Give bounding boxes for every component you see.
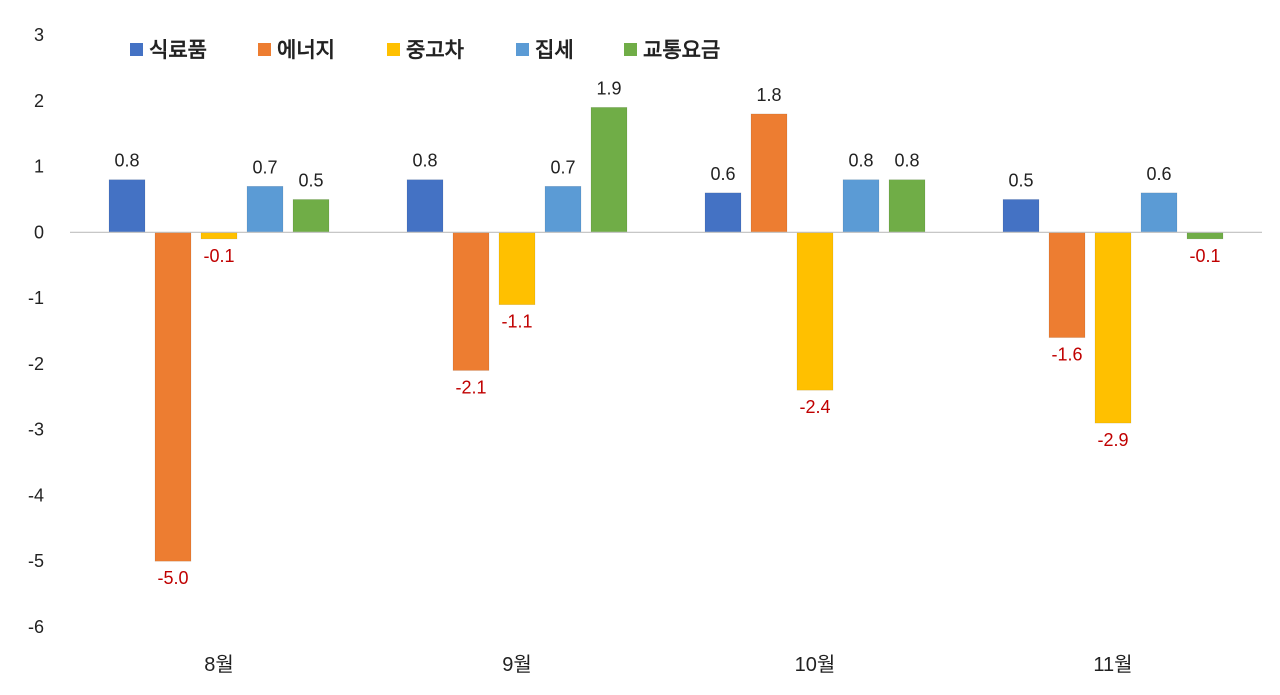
data-label: -1.1 bbox=[501, 312, 532, 332]
bar bbox=[1048, 232, 1086, 338]
data-label: 0.6 bbox=[710, 164, 735, 184]
legend-swatch bbox=[258, 43, 271, 56]
bar bbox=[452, 232, 490, 371]
bar bbox=[108, 179, 146, 233]
bars bbox=[108, 107, 1224, 562]
data-label: 0.8 bbox=[848, 151, 873, 171]
x-axis: 8월 9월 10월 11월 bbox=[204, 653, 1132, 676]
data-label: 1.9 bbox=[596, 78, 621, 98]
data-label: 0.7 bbox=[550, 157, 575, 177]
y-tick-label: 0 bbox=[34, 222, 44, 242]
data-label: -5.0 bbox=[157, 568, 188, 588]
data-labels: 0.8 -5.0 -0.1 0.7 0.5 0.8 -2.1 -1.1 0.7 1.9 0.6 1.8… bbox=[114, 78, 1220, 588]
bar bbox=[246, 185, 284, 233]
data-label: 0.8 bbox=[894, 151, 919, 171]
bar bbox=[1002, 199, 1040, 233]
y-axis: 3 2 1 0 -1 -2 -3 -4 -5 -6 bbox=[28, 25, 44, 637]
y-tick-label: 2 bbox=[34, 91, 44, 111]
bar bbox=[406, 179, 444, 233]
y-tick-label: -3 bbox=[28, 420, 44, 440]
y-tick-label: -1 bbox=[28, 288, 44, 308]
bar bbox=[842, 179, 880, 233]
data-label: 0.8 bbox=[412, 151, 437, 171]
data-label: 0.5 bbox=[1008, 170, 1033, 190]
bar bbox=[1186, 232, 1224, 240]
y-tick-label: -4 bbox=[28, 485, 44, 505]
bar bbox=[704, 192, 742, 233]
x-tick-label: 8월 bbox=[204, 653, 234, 676]
legend: 식료품 에너지 중고차 집세 교통요금 bbox=[130, 39, 720, 62]
bar bbox=[888, 179, 926, 233]
data-label: -1.6 bbox=[1051, 345, 1082, 365]
legend-label: 교통요금 bbox=[643, 39, 720, 62]
data-label: 0.5 bbox=[298, 170, 323, 190]
bar bbox=[1140, 192, 1178, 233]
y-tick-label: -5 bbox=[28, 551, 44, 571]
y-tick-label: -2 bbox=[28, 354, 44, 374]
bar bbox=[796, 232, 834, 391]
bar bbox=[292, 199, 330, 233]
y-tick-label: 1 bbox=[34, 157, 44, 177]
y-tick-label: -6 bbox=[28, 617, 44, 637]
data-label: 1.8 bbox=[756, 85, 781, 105]
data-label: -0.1 bbox=[1189, 246, 1220, 266]
bar bbox=[200, 232, 238, 240]
bar bbox=[750, 113, 788, 233]
data-label: 0.6 bbox=[1146, 164, 1171, 184]
legend-label: 식료품 bbox=[149, 39, 207, 62]
data-label: -0.1 bbox=[203, 246, 234, 266]
data-label: -2.1 bbox=[455, 377, 486, 397]
data-label: -2.4 bbox=[799, 397, 830, 417]
legend-swatch bbox=[130, 43, 143, 56]
legend-label: 에너지 bbox=[277, 39, 335, 62]
data-label: 0.8 bbox=[114, 151, 139, 171]
data-label: 0.7 bbox=[252, 157, 277, 177]
legend-swatch bbox=[387, 43, 400, 56]
x-tick-label: 10월 bbox=[795, 653, 836, 676]
x-tick-label: 11월 bbox=[1093, 653, 1132, 676]
data-label: -2.9 bbox=[1097, 430, 1128, 450]
bar bbox=[590, 107, 628, 233]
bar bbox=[154, 232, 192, 562]
bar bbox=[1094, 232, 1132, 424]
legend-swatch bbox=[516, 43, 529, 56]
x-tick-label: 9월 bbox=[502, 653, 532, 676]
bar bbox=[498, 232, 536, 305]
y-tick-label: 3 bbox=[34, 25, 44, 45]
legend-label: 중고차 bbox=[406, 39, 465, 62]
bar bbox=[544, 185, 582, 233]
legend-swatch bbox=[624, 43, 637, 56]
legend-label: 집세 bbox=[535, 39, 574, 62]
